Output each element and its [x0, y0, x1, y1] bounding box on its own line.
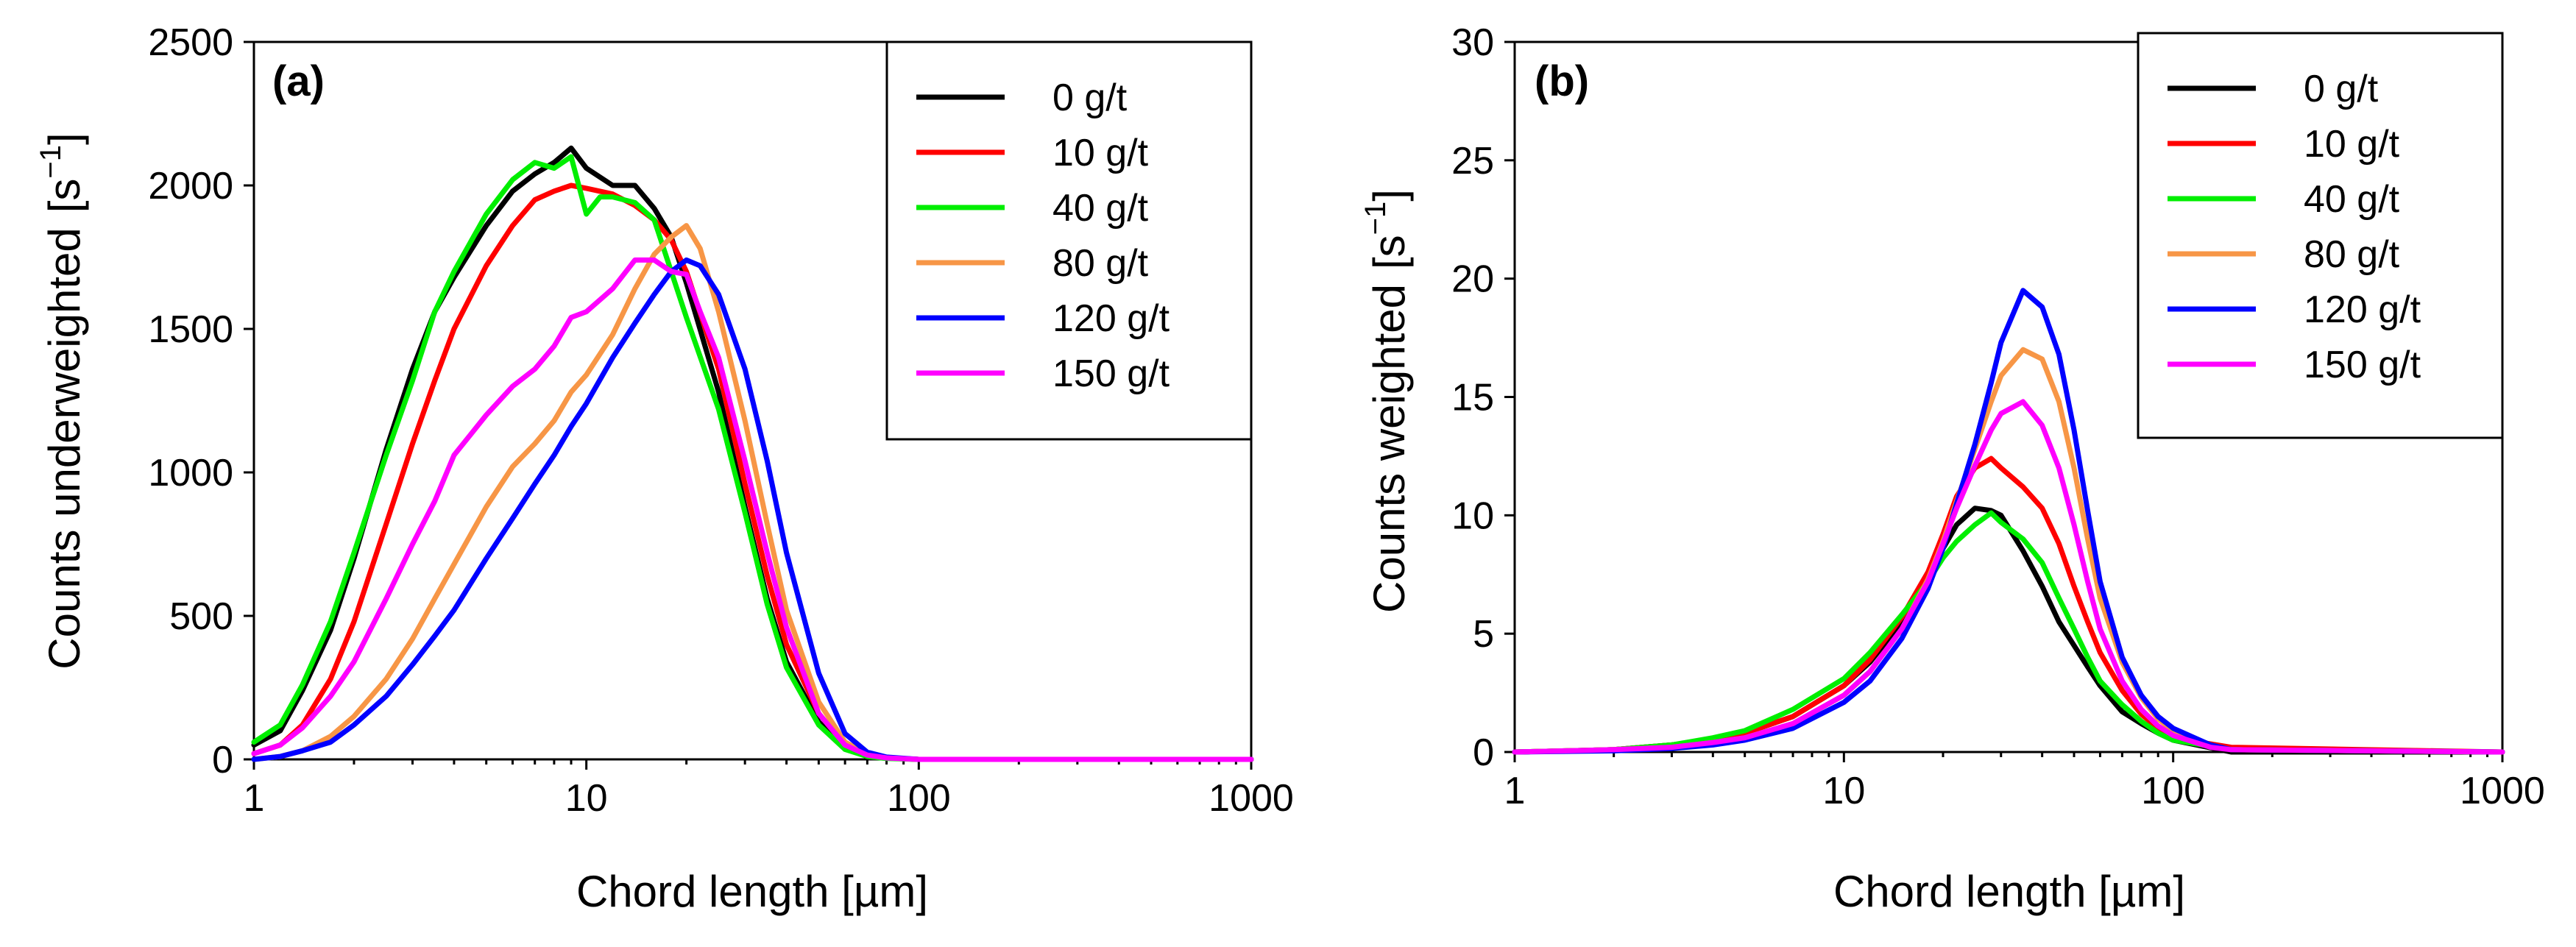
panel-a-y-tick-label: 1500 [148, 308, 233, 351]
panel-b-x-tick-label: 1 [1504, 770, 1526, 812]
panel-a-y-tick-label: 1000 [148, 452, 233, 494]
panel-b-x-ticks: 1 10 100 1000 [1504, 752, 2545, 812]
panel-b-legend-label: 10 g/t [2304, 123, 2400, 166]
panel-a-y-axis-title: Counts underweighted [s−1] [35, 132, 89, 669]
panel-b-y-axis-title: Counts weighted [s−1] [1359, 189, 1414, 613]
panel-b-y-tick-label: 25 [1451, 140, 1494, 182]
panel-a-legend-label: 10 g/t [1052, 132, 1149, 174]
panel-a-y-axis-title-text: Counts underweighted [40, 227, 89, 669]
panel-a-series-80-g-t [251, 223, 1254, 762]
panel-a-y-axis-unit-end: ] [40, 132, 89, 145]
panel-a-legend-label: 0 g/t [1052, 77, 1128, 119]
panel-a-x-tick-label: 10 [565, 777, 608, 820]
panel-b-series-150-g-t [1512, 399, 2505, 755]
panel-b-x-tick-label: 100 [2141, 770, 2205, 812]
panel-b-y-tick-label: 0 [1473, 731, 1494, 774]
panel-a-y-tick-label: 2000 [148, 165, 233, 208]
panel-a-x-ticks: 1 10 100 1000 [244, 759, 1294, 820]
panel-b-series-40-g-t [1512, 510, 2505, 755]
panel-b-y-tick-label: 20 [1451, 258, 1494, 301]
panel-b-x-axis-title: Chord length [µm] [1833, 867, 2185, 916]
panel-b-y-tick-label: 5 [1473, 613, 1494, 656]
panel-b-y-axis-unit-sup: −1 [1359, 202, 1392, 235]
panel-a-x-tick-label: 1 [244, 777, 265, 820]
panel-b-series-10-g-t [1512, 455, 2505, 755]
panel-b-legend-label: 0 g/t [2304, 68, 2379, 110]
panel-b-series-120-g-t [1512, 288, 2505, 755]
panel-b-y-axis-title-text: Counts weighted [1365, 284, 1414, 613]
panel-b-y-tick-label: 15 [1451, 377, 1494, 419]
panel-a: 1 10 100 1000 0 500 1000 1500 2000 2500 (a) Chor… [35, 21, 1294, 916]
panel-b-series [1512, 288, 2505, 755]
panel-a-y-ticks: 0 500 1000 1500 2000 2500 [148, 21, 254, 781]
panel-b-legend-label: 150 g/t [2304, 344, 2421, 386]
panel-a-legend-label: 80 g/t [1052, 242, 1149, 285]
panel-b-y-tick-label: 30 [1451, 21, 1494, 64]
panel-a-x-axis-title: Chord length [µm] [576, 867, 928, 916]
panel-b-y-tick-label: 10 [1451, 494, 1494, 537]
panel-b: 1 10 100 1000 0 5 10 15 20 25 30 (b) Chord length… [1359, 21, 2545, 916]
panel-b-y-ticks: 0 5 10 15 20 25 30 [1451, 21, 1515, 774]
panel-a-label: (a) [272, 57, 325, 105]
panel-b-legend-label: 120 g/t [2304, 288, 2421, 331]
panel-b-legend-box [2137, 32, 2504, 439]
panel-a-series-120-g-t [251, 257, 1254, 762]
panel-a-y-tick-label: 0 [212, 739, 233, 781]
panel-a-series-150-g-t [251, 257, 1254, 762]
panel-b-series-0-g-t [1512, 506, 2505, 755]
panel-b-y-axis-unit: [s [1365, 235, 1414, 269]
panel-b-legend: 0 g/t 10 g/t 40 g/t 80 g/t 120 g/t 150 g/t [2137, 32, 2504, 439]
panel-a-y-tick-label: 500 [169, 595, 233, 638]
panel-a-series [251, 145, 1254, 762]
panel-a-legend: 0 g/t 10 g/t 40 g/t 80 g/t 120 g/t 150 g/t [885, 40, 1253, 441]
panel-a-x-tick-label: 1000 [1209, 777, 1294, 820]
panel-b-x-tick-label: 10 [1822, 770, 1865, 812]
panel-b-legend-label: 40 g/t [2304, 178, 2400, 221]
panel-b-x-tick-label: 1000 [2460, 770, 2545, 812]
panel-a-y-tick-label: 2500 [148, 21, 233, 64]
panel-a-y-axis-unit: [s [40, 179, 89, 213]
panel-b-legend-label: 80 g/t [2304, 233, 2400, 276]
panel-a-y-axis-unit-sup: −1 [35, 145, 67, 179]
panel-a-x-tick-label: 100 [887, 777, 951, 820]
panel-b-y-axis-unit-end: ] [1365, 189, 1414, 202]
panel-a-legend-label: 150 g/t [1052, 352, 1170, 395]
panel-b-label: (b) [1535, 57, 1589, 105]
panel-a-legend-label: 40 g/t [1052, 187, 1149, 230]
panel-a-series-40-g-t [251, 154, 1254, 762]
panel-a-legend-label: 120 g/t [1052, 297, 1170, 340]
